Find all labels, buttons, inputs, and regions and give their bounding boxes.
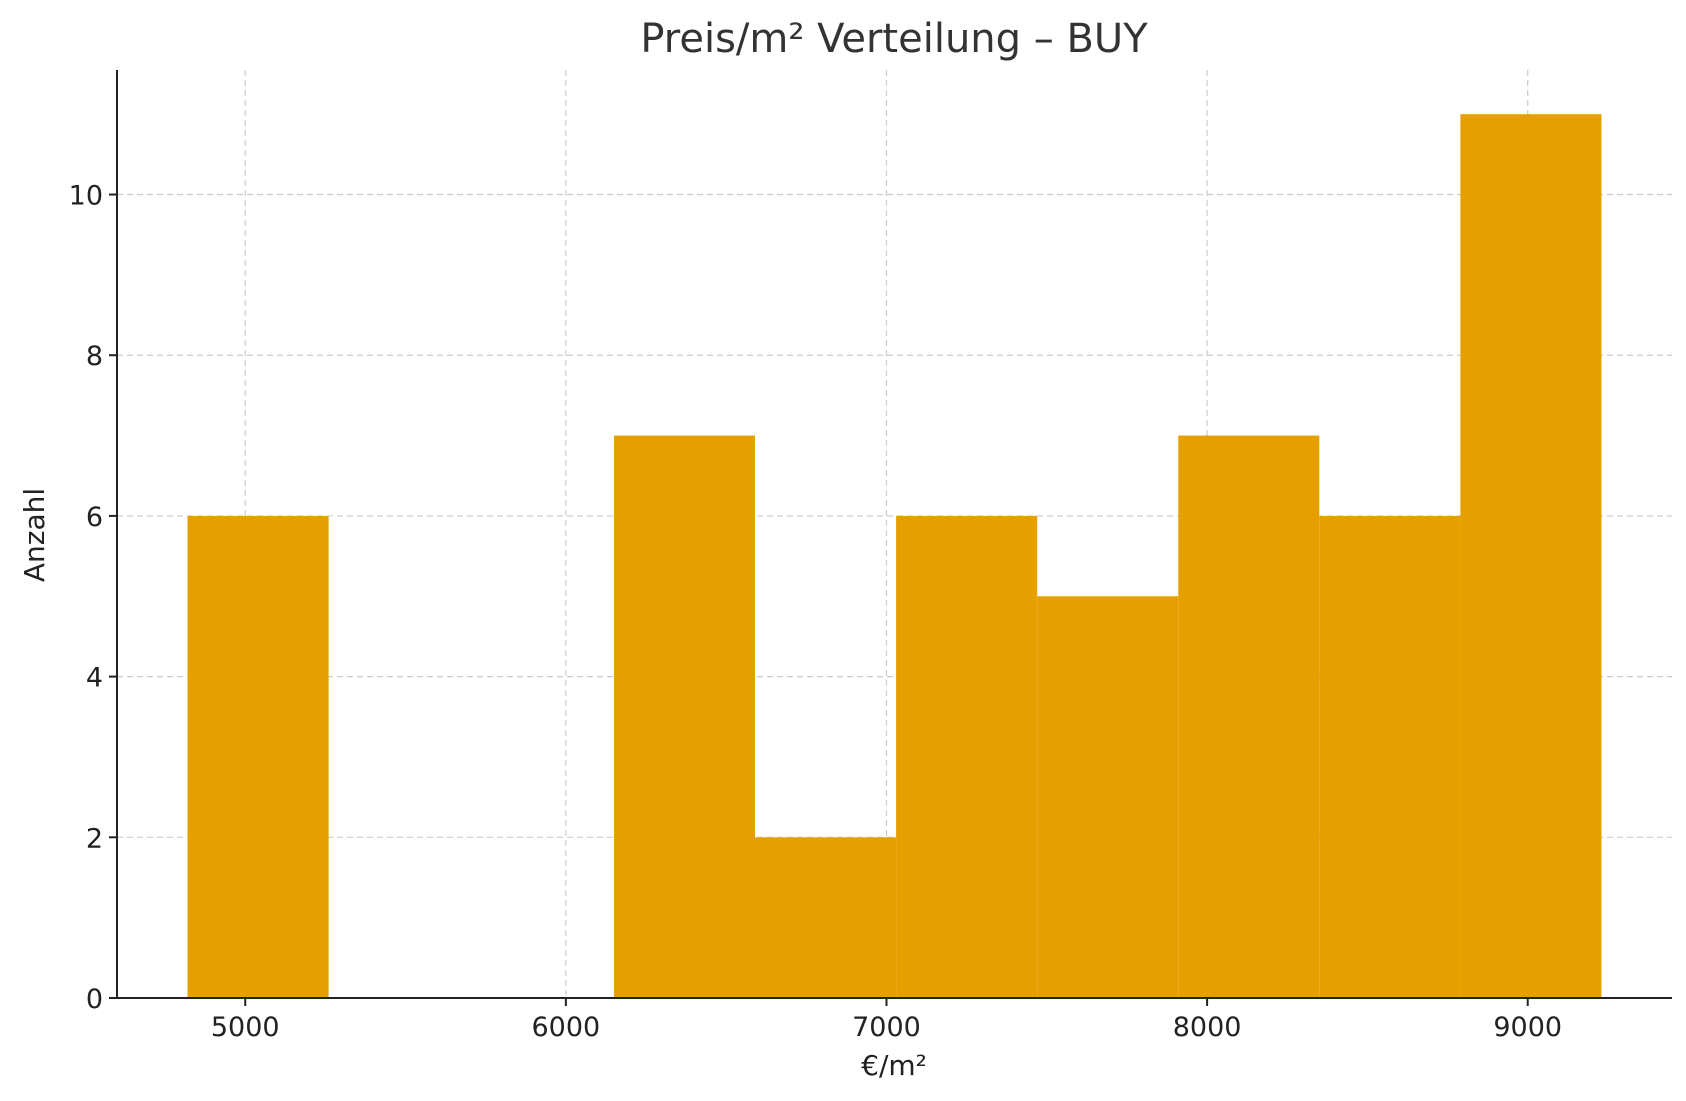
- histogram-bar: [896, 515, 1038, 998]
- y-axis-label: Anzahl: [18, 488, 51, 582]
- histogram-bar: [1460, 114, 1602, 998]
- bars-layer: [187, 114, 1602, 998]
- x-tick-label: 5000: [211, 1012, 280, 1043]
- chart-title: Preis/m² Verteilung – BUY: [640, 16, 1148, 62]
- y-tick-label: 8: [86, 341, 103, 372]
- x-tick-label: 6000: [532, 1012, 601, 1043]
- ticks-layer: 5000 6000 7000 8000 9000 0 2 4 6 8 10: [69, 181, 1562, 1043]
- x-tick-label: 9000: [1493, 1012, 1562, 1043]
- histogram-bar: [187, 515, 329, 998]
- histogram-bar: [1319, 515, 1461, 998]
- y-tick-label: 4: [86, 663, 103, 694]
- x-tick-label: 7000: [852, 1012, 921, 1043]
- histogram-bar: [755, 837, 897, 998]
- x-axis-label: €/m²: [861, 1049, 927, 1082]
- x-tick-label: 8000: [1173, 1012, 1242, 1043]
- y-tick-label: 6: [86, 502, 103, 533]
- y-tick-label: 0: [86, 984, 103, 1015]
- axes-layer: [116, 70, 1672, 999]
- histogram-bar: [1178, 435, 1320, 998]
- histogram-bar: [613, 435, 756, 998]
- y-tick-label: 2: [86, 823, 103, 854]
- histogram-bar: [1037, 596, 1179, 998]
- y-tick-label: 10: [69, 181, 103, 212]
